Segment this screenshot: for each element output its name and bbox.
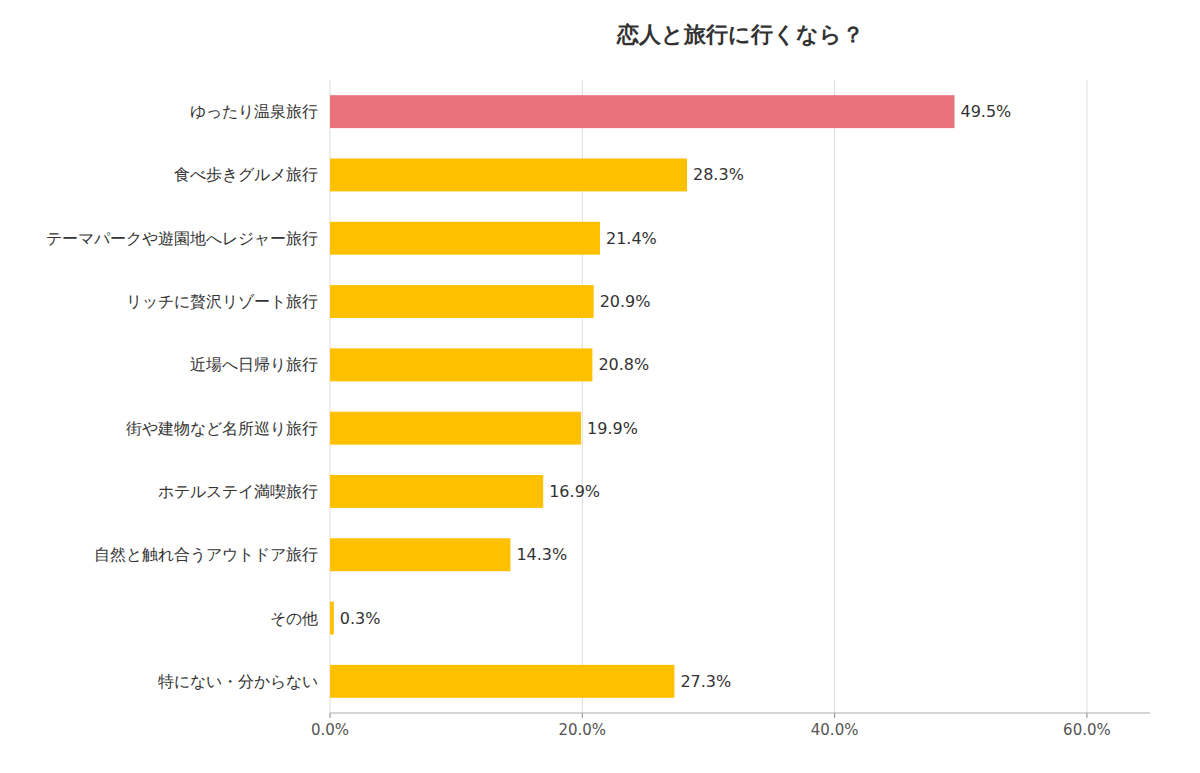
data-label: 20.8% [598, 355, 649, 374]
bar [330, 665, 674, 698]
data-label: 27.3% [680, 672, 731, 691]
data-label: 28.3% [693, 165, 744, 184]
tick-mark [1086, 713, 1087, 718]
category-label: テーマパークや遊園地へレジャー旅行 [46, 229, 318, 248]
tick-mark [330, 713, 331, 718]
category-label: 食べ歩きグルメ旅行 [174, 165, 318, 184]
bars [330, 95, 954, 698]
data-label: 0.3% [340, 609, 381, 628]
bar [330, 412, 581, 445]
category-label: 特にない・分からない [158, 672, 318, 691]
category-label: ゆったり温泉旅行 [190, 102, 318, 121]
data-label: 20.9% [600, 292, 651, 311]
tick-mark [582, 713, 583, 718]
grid-line [834, 80, 835, 713]
chart-container: 恋人と旅行に行くなら？ 0.0% 20.0% 40.0% 60.0% 27.3% 0.3% 1… [0, 0, 1200, 773]
category-label: ホテルステイ満喫旅行 [158, 482, 318, 501]
bar [330, 538, 510, 571]
x-axis: 0.0% 20.0% 40.0% 60.0% [311, 713, 1150, 739]
category-label: 近場へ日帰り旅行 [190, 355, 318, 374]
chart-svg: 恋人と旅行に行くなら？ 0.0% 20.0% 40.0% 60.0% 27.3% 0.3% 1… [0, 0, 1200, 773]
bar [330, 95, 954, 128]
labels: 27.3% 0.3% 14.3% 16.9% 19.9% 20.8% 20.9% 21.4% 2… [340, 102, 1012, 691]
bar [330, 285, 594, 318]
tick-label: 20.0% [558, 721, 606, 739]
x-axis-line [330, 713, 1150, 714]
tick-label: 0.0% [311, 721, 349, 739]
grid [330, 80, 1087, 713]
tick-mark [834, 713, 835, 718]
bar [330, 348, 592, 381]
grid-line [1086, 80, 1087, 713]
data-label: 21.4% [606, 229, 657, 248]
tick-label: 40.0% [811, 721, 859, 739]
category-label: 自然と触れ合うアウトドア旅行 [94, 545, 318, 564]
data-label: 14.3% [516, 545, 567, 564]
tick-label: 60.0% [1063, 721, 1111, 739]
y-axis: 特にない・分からない その他 自然と触れ合うアウトドア旅行 ホテルステイ満喫旅行 街や建… [46, 102, 318, 691]
data-label: 49.5% [960, 102, 1011, 121]
bar [330, 222, 600, 255]
category-label: リッチに贅沢リゾート旅行 [126, 292, 318, 311]
bar [330, 602, 334, 635]
chart-title: 恋人と旅行に行くなら？ [616, 22, 864, 47]
data-label: 19.9% [587, 419, 638, 438]
bar [330, 158, 687, 191]
category-label: 街や建物など名所巡り旅行 [126, 419, 318, 438]
data-label: 16.9% [549, 482, 600, 501]
category-label: その他 [270, 609, 318, 628]
bar [330, 475, 543, 508]
